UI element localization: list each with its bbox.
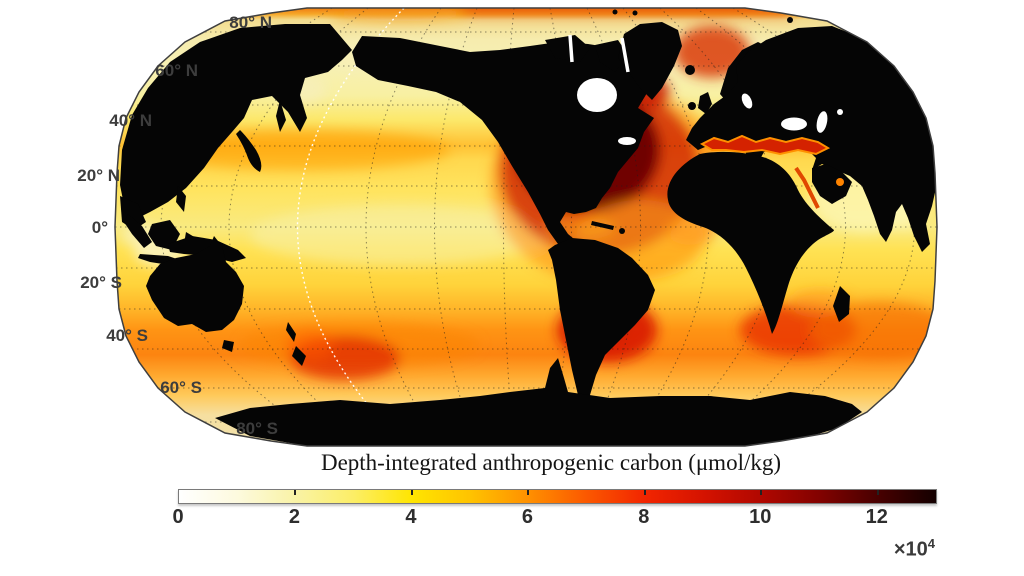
chart-title: Depth-integrated anthropogenic carbon (μ…	[320, 450, 782, 475]
hudson-bay	[577, 78, 617, 112]
latitude-label: 20° S	[80, 273, 122, 292]
latitude-label: 60° S	[160, 378, 202, 397]
map-outline	[114, 7, 938, 447]
land-greenland	[618, 22, 682, 100]
land-africa	[667, 151, 834, 334]
great-lakes	[618, 137, 636, 145]
colorbar-tick	[294, 490, 297, 495]
aral-sea	[837, 109, 843, 115]
land-arctic-archipelago	[545, 35, 628, 72]
colorbar-tick-label: 8	[638, 506, 650, 528]
latitude-label: 40° S	[106, 326, 148, 345]
land-japan	[236, 130, 262, 172]
colorbar-multiplier-base: ×10	[893, 538, 928, 561]
latitude-label: 80° S	[236, 419, 278, 438]
colorbar	[178, 489, 937, 504]
colorbar-tick	[527, 490, 530, 495]
land-iceland	[685, 65, 695, 75]
latitude-axis: 80° N 60° N 40° N 20° N 0° 20° S 40° S 6…	[77, 13, 278, 438]
land-philippines	[176, 186, 186, 212]
land-arabia	[812, 164, 852, 204]
land-sakhalin	[276, 100, 286, 132]
black-sea	[781, 117, 807, 131]
archipelago-channels	[568, 34, 630, 73]
colorbar-tick	[876, 490, 879, 495]
colorbar-tick	[643, 490, 646, 495]
colorbar-tick-label: 12	[865, 506, 888, 528]
colorbar-tick-labels: 0 2 4 6 8 10 12	[172, 506, 935, 532]
land-britain	[698, 92, 712, 114]
land-eurasia	[686, 26, 936, 252]
land-sumatra	[124, 214, 152, 248]
land-australia	[146, 236, 244, 332]
colorbar-ticks	[179, 490, 936, 503]
land-borneo	[148, 220, 180, 250]
colorbar-tick-label: 6	[521, 506, 533, 528]
latitude-label: 80° N	[229, 13, 272, 32]
latitude-label: 0°	[92, 218, 108, 237]
land-cuba	[591, 221, 614, 230]
land-new-zealand	[286, 322, 306, 366]
land-svalbard	[612, 9, 618, 15]
colorbar-tick-label: 4	[405, 506, 417, 528]
marginal-seas	[699, 134, 844, 209]
latitude-label: 20° N	[77, 166, 120, 185]
land-south-america	[548, 238, 655, 420]
land-madagascar	[833, 286, 850, 322]
land-antarctica	[215, 358, 862, 446]
mediterranean-sea	[699, 134, 831, 156]
baltic-sea	[741, 93, 753, 109]
latitude-label: 60° N	[155, 61, 198, 80]
colorbar-multiplier: ×104	[894, 536, 935, 562]
meridian-180-highlight	[296, 8, 405, 446]
persian-gulf	[836, 178, 844, 186]
land-hispaniola	[619, 228, 625, 234]
land-ireland	[688, 102, 696, 110]
land-east-asia	[120, 24, 352, 218]
land-tasmania	[222, 340, 234, 352]
land-arctic-island	[632, 10, 638, 16]
latitude-label: 40° N	[109, 111, 152, 130]
colorbar-multiplier-exponent: 4	[927, 536, 935, 551]
red-sea	[794, 166, 820, 209]
caspian-sea	[816, 111, 828, 133]
colorbar-tick	[760, 490, 763, 495]
colorbar-tick-label: 10	[749, 506, 772, 528]
colorbar-tick	[410, 490, 413, 495]
colorbar-tick-label: 2	[288, 506, 301, 528]
no-data-seas	[568, 34, 843, 145]
colorbar-tick-label: 0	[172, 506, 184, 528]
land-novaya-zemlya	[787, 17, 793, 23]
